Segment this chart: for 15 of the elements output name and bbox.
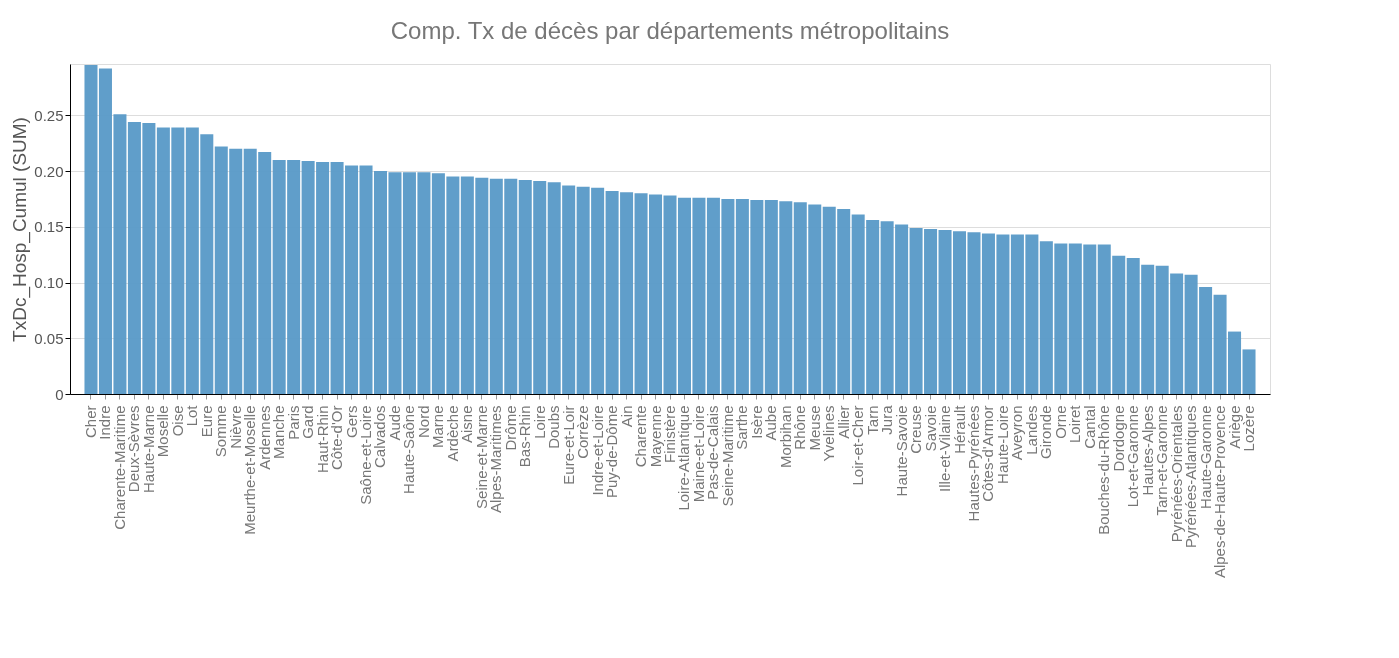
y-tick-label: 0.25 <box>34 106 64 124</box>
x-tick-label: Hautes-Alpes <box>1138 405 1156 496</box>
x-tick-label: Loire-Atlantique <box>675 405 693 511</box>
y-tick-label: 0.10 <box>34 274 64 292</box>
x-tick-label: Haute-Loire <box>993 405 1011 484</box>
y-tick-label: 0.15 <box>34 218 64 236</box>
x-tick-label: Cher <box>81 405 99 439</box>
y-tick-label: 0.05 <box>34 329 64 347</box>
y-axis-title: TxDc_Hosp_Cumul (SUM) <box>9 117 32 342</box>
x-tick-label: Aveyron <box>1008 405 1026 461</box>
y-tick-label: 0 <box>55 385 64 403</box>
x-tick-label: Haute-Garonne <box>1196 405 1214 509</box>
y-tick-label: 0.20 <box>34 162 64 180</box>
chart-title: Comp. Tx de décès par départements métropolitains <box>390 17 950 44</box>
x-tick-label: Pyrénées-Orientales <box>1167 405 1185 543</box>
